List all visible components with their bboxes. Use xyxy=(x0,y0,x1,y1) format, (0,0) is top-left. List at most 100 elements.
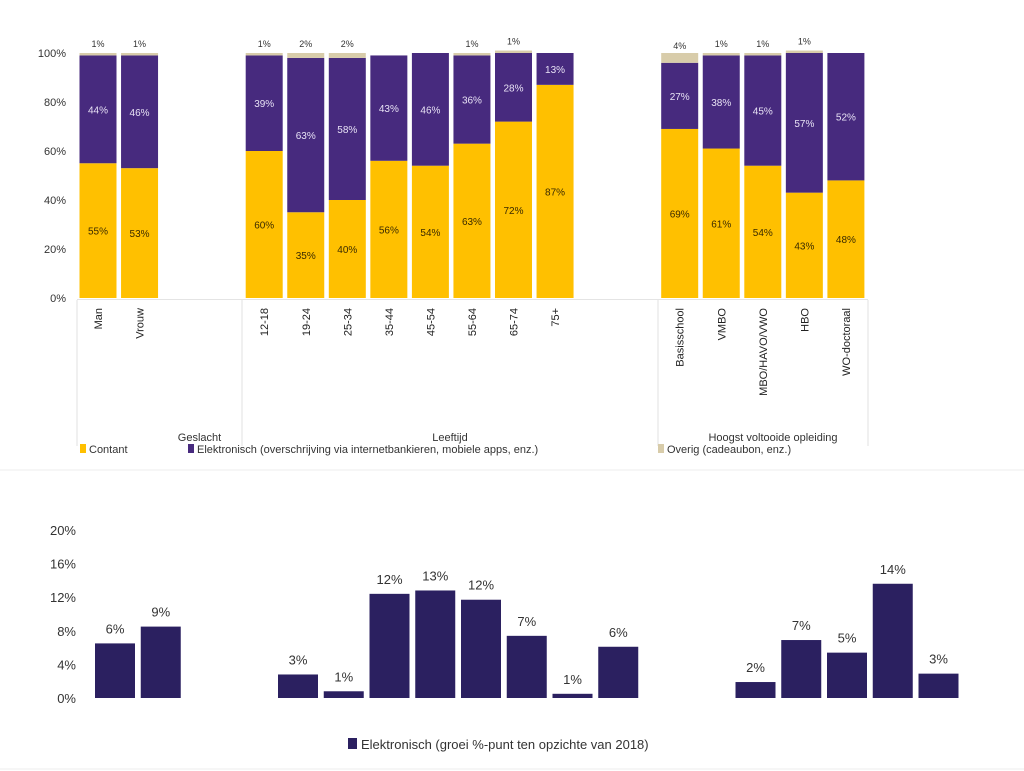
data-label-contant: 56% xyxy=(379,225,399,236)
data-label-elektronisch: 46% xyxy=(130,108,150,119)
data-label: 3% xyxy=(289,652,308,667)
bar-segment-elektronisch xyxy=(79,55,117,164)
bar-chart-electronic-growth: 0% 4% 8% 12% 16% 20% 6% 9% 3% 1% 12% 13% 12% 7% 1% 6% 2%… xyxy=(0,523,1024,770)
bar-45-54 xyxy=(461,599,501,698)
bar-man xyxy=(95,643,135,698)
data-label-overig: 1% xyxy=(715,39,728,49)
data-label-elektronisch: 36% xyxy=(462,96,482,107)
bar-segment-elektronisch xyxy=(702,55,740,149)
data-label-contant: 35% xyxy=(296,251,316,262)
bar-segment-contant xyxy=(536,84,574,298)
legend-swatch xyxy=(80,444,86,453)
group-label: Geslacht xyxy=(178,432,221,444)
bar-segment-overig xyxy=(79,53,117,56)
legend-label: Elektronisch (overschrijving via interne… xyxy=(197,444,538,456)
bar-segment-elektronisch xyxy=(287,57,325,213)
bar-segment-contant xyxy=(495,121,532,298)
data-label-contant: 53% xyxy=(130,229,150,240)
y-tick-label: 20% xyxy=(50,523,76,538)
x-tick-label: 45-54 xyxy=(425,308,437,336)
data-label-elektronisch: 52% xyxy=(836,113,856,124)
bar-segment-contant xyxy=(702,148,740,298)
bar-segment-contant xyxy=(411,165,449,298)
bar-65-74 xyxy=(552,693,593,698)
bar-12-18 xyxy=(278,674,318,698)
bar-segment-elektronisch xyxy=(661,62,699,129)
data-label-elektronisch: 38% xyxy=(711,98,731,109)
data-label-elektronisch: 43% xyxy=(379,104,399,115)
legend-swatch xyxy=(348,738,357,749)
bar-segment-elektronisch xyxy=(411,53,449,166)
bar-segment-contant xyxy=(453,143,491,298)
x-tick-label: 19-24 xyxy=(301,308,313,336)
bar-55-64 xyxy=(506,635,547,698)
bar-segment-overig xyxy=(702,53,740,56)
data-label: 2% xyxy=(746,660,765,675)
y-tick-label: 12% xyxy=(50,590,76,605)
data-label-contant: 48% xyxy=(836,235,856,246)
data-label-elektronisch: 27% xyxy=(670,92,690,103)
bar-segment-elektronisch xyxy=(827,53,865,181)
data-label-overig: 1% xyxy=(756,39,769,49)
bar-segment-contant xyxy=(661,128,699,298)
data-label: 7% xyxy=(517,614,536,629)
y-tick-label: 0% xyxy=(50,293,66,305)
data-label: 12% xyxy=(468,578,494,593)
data-label-contant: 40% xyxy=(337,245,357,256)
bar-segment-overig xyxy=(495,50,532,53)
data-label: 13% xyxy=(422,568,448,583)
bar-segment-contant xyxy=(79,163,117,298)
data-label-elektronisch: 58% xyxy=(337,125,357,136)
data-label-overig: 1% xyxy=(798,37,811,47)
bar-segment-overig xyxy=(328,53,366,58)
data-label: 6% xyxy=(106,621,125,636)
bar-hbo xyxy=(872,583,913,698)
data-label-contant: 72% xyxy=(503,206,523,217)
bar-segment-overig xyxy=(785,50,823,53)
data-label: 7% xyxy=(792,618,811,633)
bar-19-24 xyxy=(323,691,364,698)
y-tick-label: 16% xyxy=(50,557,76,572)
data-label-overig: 1% xyxy=(258,39,271,49)
x-tick-label: 35-44 xyxy=(384,308,396,336)
legend-swatch xyxy=(658,444,664,453)
bar-segment-elektronisch xyxy=(495,53,532,122)
data-label-contant: 43% xyxy=(794,241,814,252)
data-label-overig: 1% xyxy=(465,39,478,49)
bar-segment-overig xyxy=(121,53,159,56)
data-label-overig: 1% xyxy=(133,39,146,49)
bar-segment-elektronisch xyxy=(245,55,283,152)
bar-wo-doctoraal xyxy=(918,673,959,698)
bar-basisschool xyxy=(735,682,776,698)
y-tick-label: 60% xyxy=(44,146,66,158)
x-tick-label: Man xyxy=(93,308,105,329)
x-tick-label: 55-64 xyxy=(467,308,479,336)
data-label-overig: 4% xyxy=(673,41,686,51)
data-label-contant: 87% xyxy=(545,187,565,198)
bar-segment-overig xyxy=(245,53,283,56)
y-tick-label: 8% xyxy=(57,624,76,639)
data-label: 6% xyxy=(609,625,628,640)
data-label-elektronisch: 13% xyxy=(545,65,565,76)
bar-vrouw xyxy=(140,626,181,698)
bar-segment-contant xyxy=(785,192,823,298)
y-tick-label: 80% xyxy=(44,97,66,109)
x-tick-label: 75+ xyxy=(550,308,562,327)
bar-75- xyxy=(598,646,639,698)
bar-segment-elektronisch xyxy=(785,53,823,193)
x-tick-label: Vrouw xyxy=(135,308,147,339)
bar-25-34 xyxy=(369,593,410,698)
bar-mbo-havo-vwo xyxy=(827,652,867,698)
bar-segment-contant xyxy=(827,180,865,298)
bar-vmbo xyxy=(781,640,822,698)
bar-segment-contant xyxy=(328,200,366,298)
bar-segment-elektronisch xyxy=(121,55,159,169)
data-label-contant: 60% xyxy=(254,221,274,232)
y-tick-label: 100% xyxy=(38,48,66,60)
x-tick-label: 12-18 xyxy=(259,308,271,336)
data-label: 5% xyxy=(838,631,857,646)
data-label-contant: 61% xyxy=(711,219,731,230)
y-tick-label: 0% xyxy=(57,691,76,706)
bar-segment-contant xyxy=(287,212,325,298)
data-label-overig: 1% xyxy=(91,39,104,49)
